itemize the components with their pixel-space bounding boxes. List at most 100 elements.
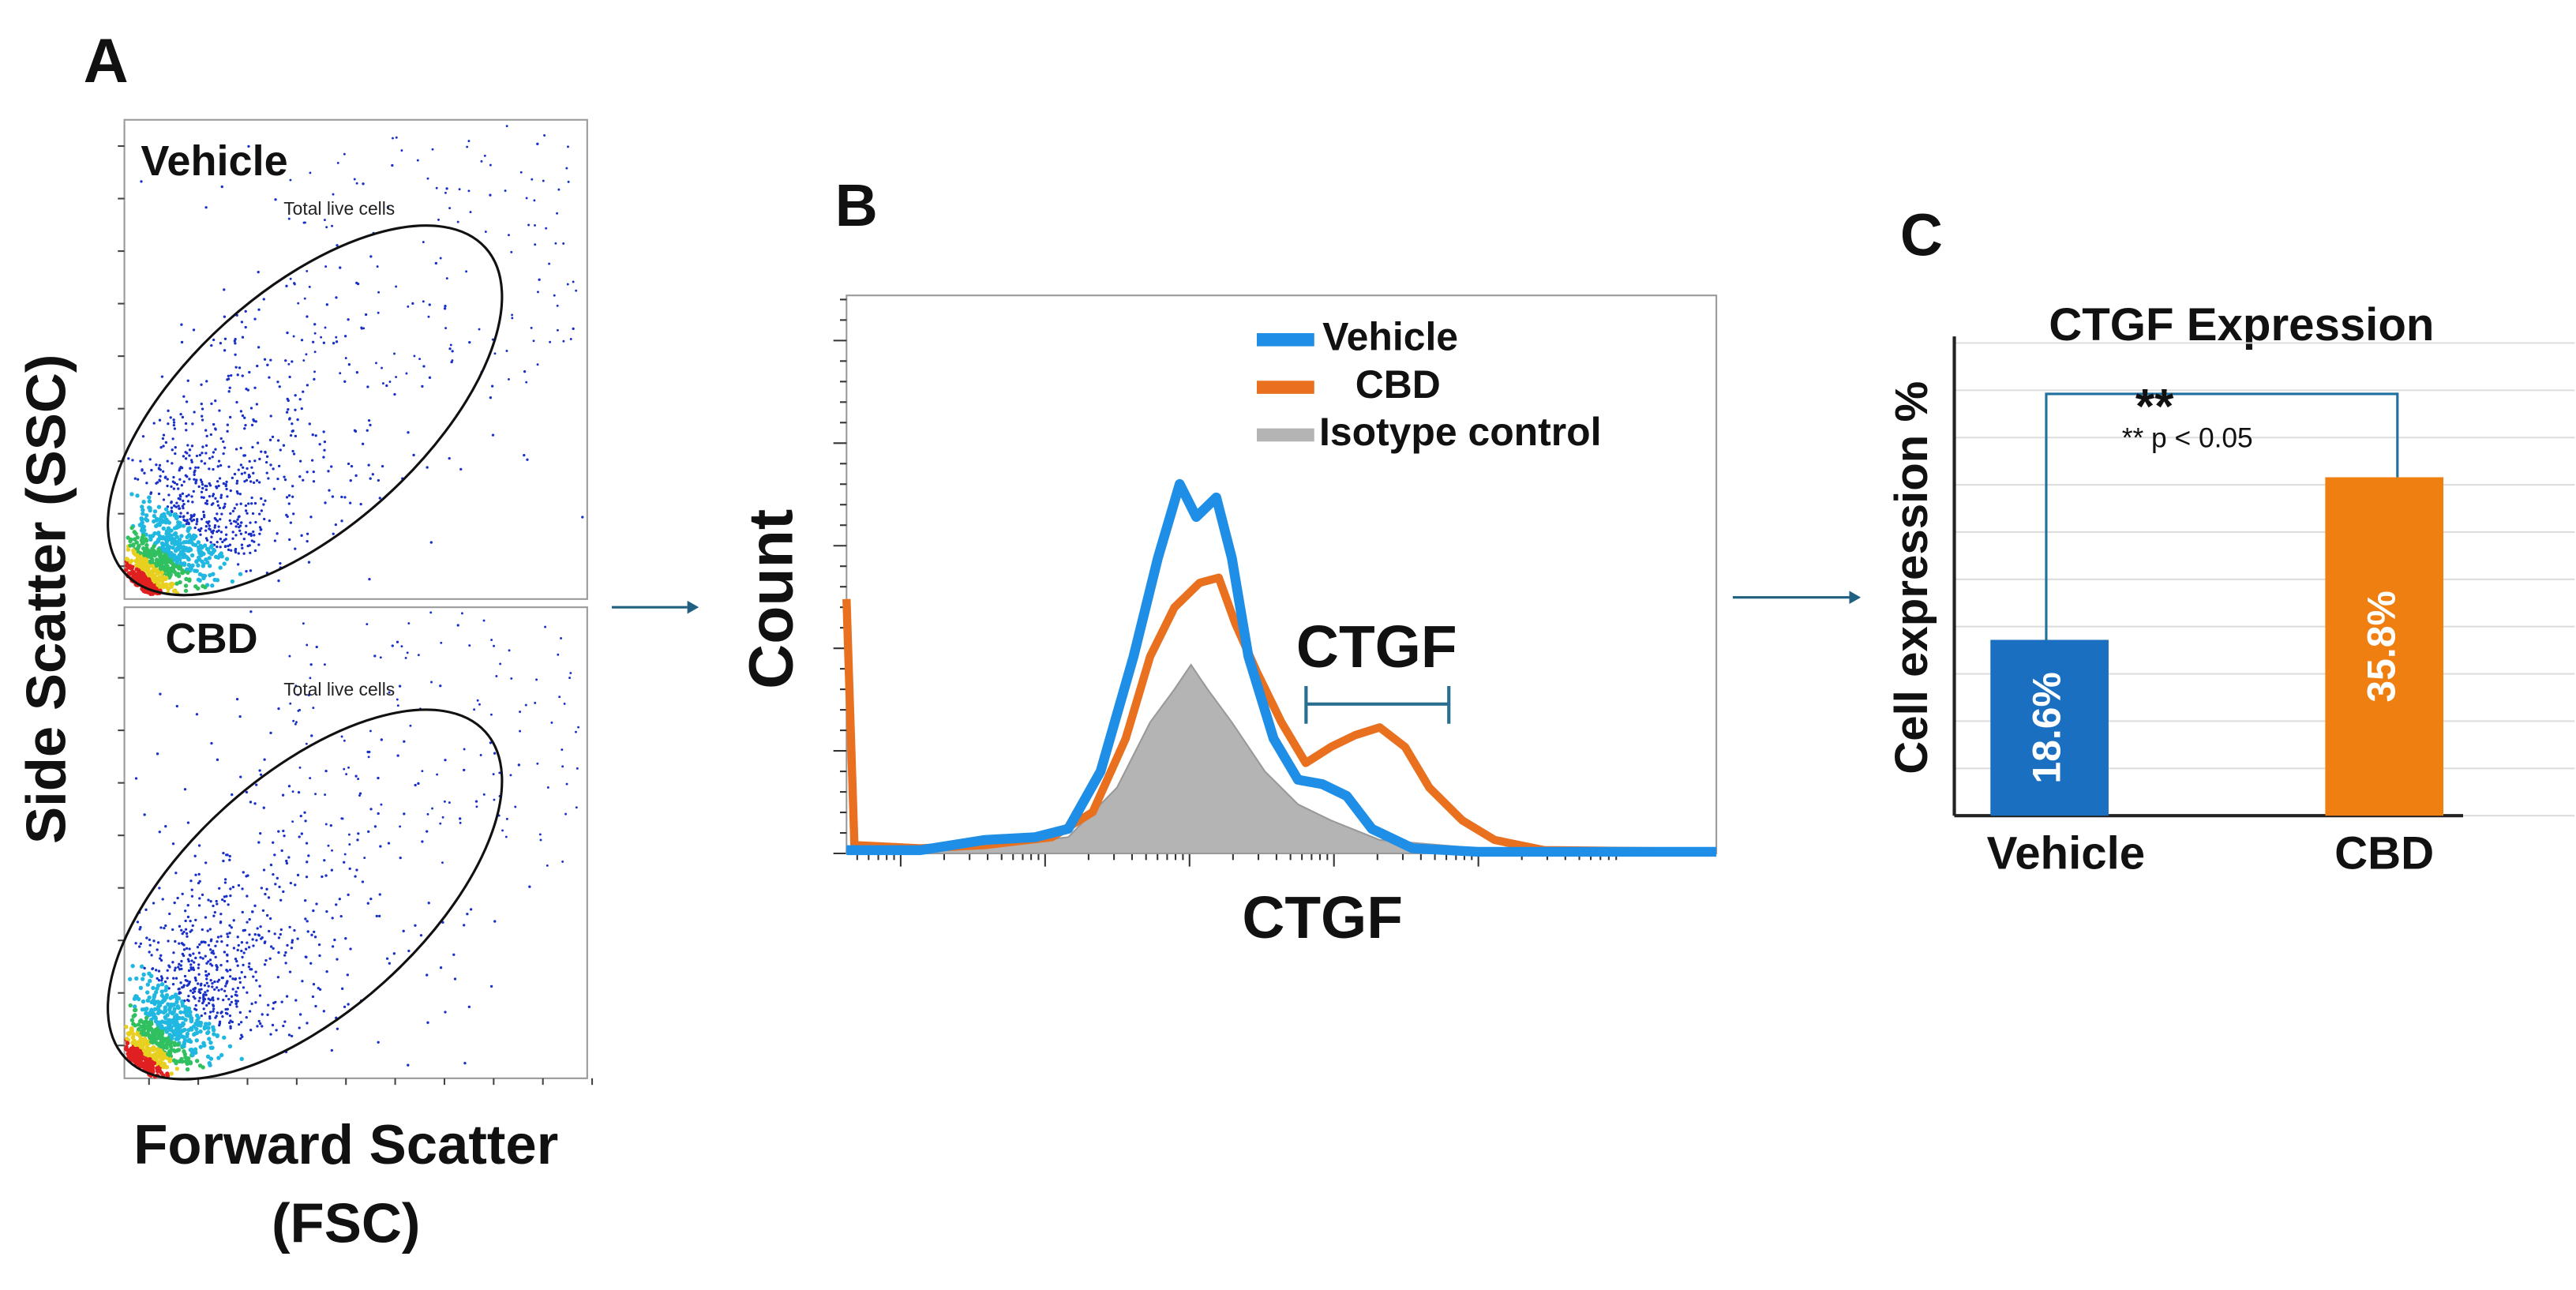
event-dot <box>296 418 299 422</box>
event-dot <box>557 188 561 191</box>
event-dot <box>245 388 248 391</box>
event-dot <box>241 955 244 959</box>
event-dot <box>198 879 201 883</box>
event-dot <box>186 935 189 938</box>
event-dot <box>125 1037 129 1041</box>
event-dot <box>187 959 190 963</box>
event-dot <box>343 853 347 856</box>
event-dot <box>349 479 352 482</box>
event-dot <box>417 782 420 786</box>
event-dot <box>156 537 161 542</box>
event-dot <box>276 477 279 481</box>
event-dot <box>144 1011 148 1016</box>
event-dot <box>207 1002 211 1005</box>
event-dot <box>172 1014 178 1019</box>
event-dot <box>251 445 254 449</box>
event-dot <box>234 525 238 528</box>
event-dot <box>366 385 369 388</box>
event-dot <box>218 1022 222 1026</box>
event-dot <box>310 734 313 737</box>
event-dot <box>347 318 350 321</box>
event-dot <box>172 513 178 518</box>
event-dot <box>158 418 162 422</box>
event-dot <box>208 494 212 498</box>
event-dot <box>309 777 312 780</box>
event-dot <box>183 1018 188 1022</box>
event-dot <box>204 916 208 919</box>
event-dot <box>271 435 275 439</box>
event-dot <box>215 986 219 989</box>
event-dot <box>278 385 281 388</box>
event-dot <box>132 1004 137 1009</box>
event-dot <box>182 395 186 398</box>
event-dot <box>179 1056 184 1062</box>
event-dot <box>254 970 257 973</box>
event-dot <box>186 1038 191 1044</box>
event-dot <box>202 1007 205 1011</box>
event-dot <box>354 774 358 778</box>
event-dot <box>136 1022 141 1027</box>
event-dot <box>227 390 231 393</box>
event-dot <box>575 289 578 292</box>
event-dot <box>197 555 201 560</box>
event-dot <box>343 767 346 771</box>
event-dot <box>174 1059 178 1064</box>
event-dot <box>309 962 313 965</box>
event-dot <box>198 549 204 554</box>
event-dot <box>182 954 186 958</box>
event-dot <box>262 806 265 809</box>
event-dot <box>312 707 315 710</box>
event-dot <box>221 976 224 980</box>
event-dot <box>212 547 216 553</box>
event-dot <box>491 433 495 437</box>
event-dot <box>349 947 352 951</box>
event-dot <box>260 509 264 512</box>
event-dot <box>169 1071 174 1076</box>
event-dot <box>205 962 208 965</box>
event-dot <box>223 288 226 291</box>
event-dot <box>186 500 190 503</box>
event-dot <box>504 189 507 193</box>
event-dot <box>148 938 152 942</box>
event-dot <box>166 969 169 972</box>
event-dot <box>266 1013 269 1017</box>
event-dot <box>178 520 182 526</box>
event-dot <box>306 930 309 933</box>
event-dot <box>269 414 272 418</box>
event-dot <box>309 677 312 680</box>
event-dot <box>286 943 289 947</box>
event-dot <box>250 539 253 542</box>
event-dot <box>242 951 246 954</box>
event-dot <box>429 611 433 614</box>
event-dot <box>201 1065 205 1070</box>
event-dot <box>127 977 133 981</box>
event-dot <box>239 521 243 524</box>
event-dot <box>177 537 182 542</box>
event-dot <box>317 943 321 947</box>
event-dot <box>207 564 212 568</box>
event-dot <box>214 399 217 403</box>
event-dot <box>227 544 230 548</box>
event-dot <box>566 283 569 286</box>
event-dot <box>289 702 292 705</box>
event-dot <box>206 989 209 992</box>
event-dot <box>156 1052 161 1056</box>
event-dot <box>499 662 502 666</box>
event-dot <box>249 569 253 572</box>
event-dot <box>377 478 381 482</box>
event-dot <box>129 1028 135 1033</box>
event-dot <box>366 429 369 432</box>
event-dot <box>236 523 240 526</box>
event-dot <box>190 894 194 898</box>
event-dot <box>152 544 156 549</box>
event-dot <box>211 996 215 999</box>
event-dot <box>248 459 251 463</box>
event-dot <box>536 363 539 366</box>
event-dot <box>174 560 180 565</box>
event-dot <box>177 566 182 571</box>
event-dot <box>179 992 182 995</box>
event-dot <box>152 422 156 425</box>
event-dot <box>258 512 261 516</box>
event-dot <box>179 413 182 416</box>
event-dot <box>288 970 292 973</box>
